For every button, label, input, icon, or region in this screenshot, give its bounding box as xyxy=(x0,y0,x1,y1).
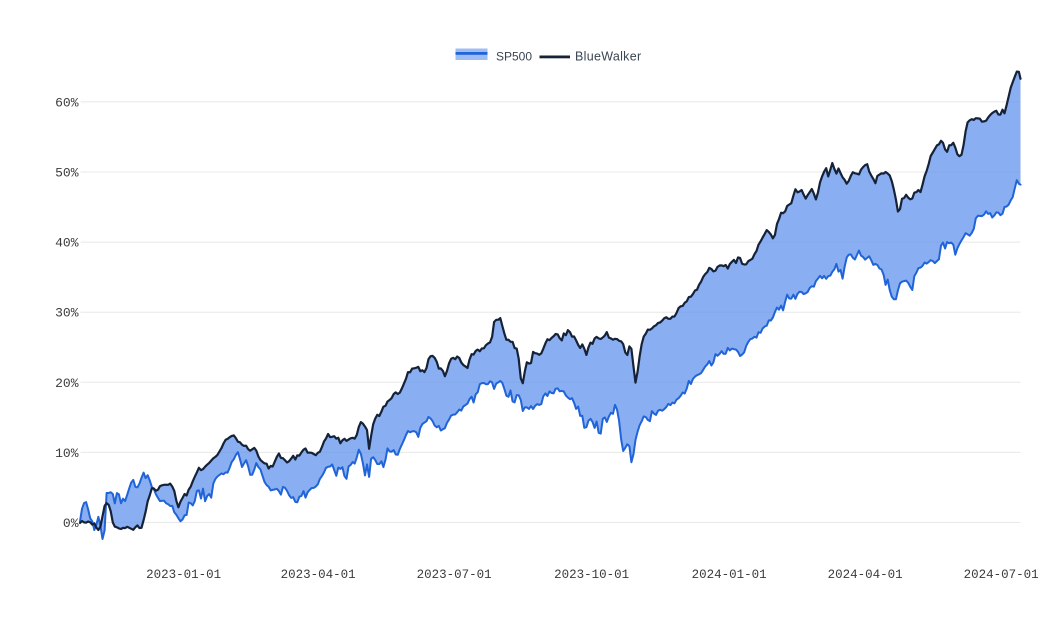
svg-text:2024-04-01: 2024-04-01 xyxy=(828,568,903,582)
svg-text:2023-10-01: 2023-10-01 xyxy=(554,568,629,582)
svg-text:30%: 30% xyxy=(55,306,79,321)
svg-text:0%: 0% xyxy=(63,516,79,531)
svg-text:50%: 50% xyxy=(55,166,79,181)
svg-text:2024-01-01: 2024-01-01 xyxy=(692,568,767,582)
svg-text:2024-07-01: 2024-07-01 xyxy=(964,568,1039,582)
svg-text:20%: 20% xyxy=(55,376,79,391)
svg-text:2023-04-01: 2023-04-01 xyxy=(281,568,356,582)
svg-text:40%: 40% xyxy=(55,236,79,251)
svg-text:2023-07-01: 2023-07-01 xyxy=(417,568,492,582)
svg-text:SP500: SP500 xyxy=(496,50,532,64)
svg-text:10%: 10% xyxy=(55,446,79,461)
svg-text:2023-01-01: 2023-01-01 xyxy=(146,568,221,582)
svg-text:60%: 60% xyxy=(55,95,79,110)
svg-text:BlueWalker: BlueWalker xyxy=(575,50,641,64)
